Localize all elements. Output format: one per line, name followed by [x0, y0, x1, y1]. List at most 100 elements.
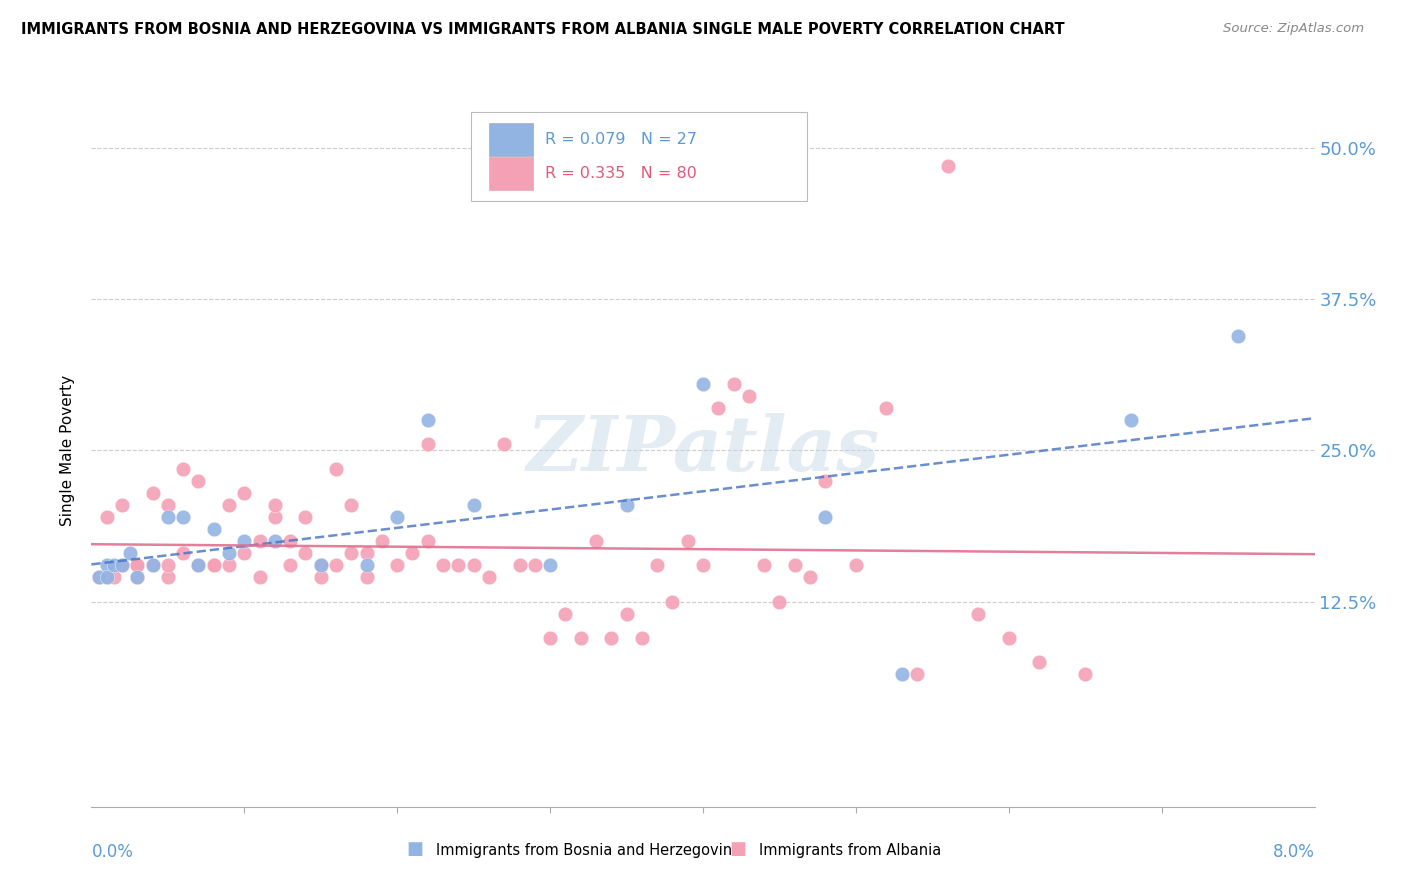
Text: IMMIGRANTS FROM BOSNIA AND HERZEGOVINA VS IMMIGRANTS FROM ALBANIA SINGLE MALE PO: IMMIGRANTS FROM BOSNIA AND HERZEGOVINA V… [21, 22, 1064, 37]
Point [1028, 655, 1050, 669]
Point [1227, 328, 1250, 343]
Point [103, 570, 125, 584]
Point [998, 631, 1021, 645]
Point [707, 401, 730, 416]
Text: R = 0.079   N = 27: R = 0.079 N = 27 [546, 132, 697, 147]
Point [187, 558, 209, 573]
Point [218, 558, 240, 573]
Point [96, 570, 118, 584]
Point [156, 498, 179, 512]
Point [936, 159, 959, 173]
Point [141, 485, 163, 500]
Point [340, 498, 363, 512]
Point [294, 546, 316, 560]
Point [127, 570, 149, 584]
Point [111, 498, 134, 512]
Point [814, 510, 837, 524]
Point [156, 558, 179, 573]
Point [325, 461, 347, 475]
Text: Immigrants from Albania: Immigrants from Albania [759, 843, 942, 858]
Point [202, 522, 225, 536]
Point [127, 570, 149, 584]
Point [494, 437, 516, 451]
Text: ■: ■ [730, 840, 747, 858]
Text: ZIPatlas: ZIPatlas [526, 414, 880, 487]
Point [96, 558, 118, 573]
Point [385, 510, 409, 524]
Point [356, 570, 378, 584]
Point [432, 558, 454, 573]
Point [294, 510, 316, 524]
Point [249, 570, 271, 584]
Point [416, 413, 439, 427]
Point [233, 534, 256, 549]
Text: Immigrants from Bosnia and Herzegovina: Immigrants from Bosnia and Herzegovina [436, 843, 741, 858]
Point [875, 401, 897, 416]
Point [616, 498, 638, 512]
Point [463, 498, 485, 512]
Point [172, 461, 194, 475]
Point [87, 570, 110, 584]
Point [118, 546, 141, 560]
Text: 8.0%: 8.0% [1272, 843, 1315, 861]
FancyBboxPatch shape [489, 157, 533, 190]
Point [523, 558, 546, 573]
Point [538, 631, 561, 645]
Point [172, 546, 194, 560]
Point [278, 534, 301, 549]
Point [202, 558, 225, 573]
Point [264, 498, 287, 512]
Point [371, 534, 394, 549]
Point [340, 546, 363, 560]
Point [111, 558, 134, 573]
Text: ■: ■ [406, 840, 423, 858]
Point [569, 631, 592, 645]
Point [172, 510, 194, 524]
Point [103, 558, 125, 573]
Point [447, 558, 470, 573]
Point [692, 376, 714, 391]
Point [768, 594, 790, 608]
Point [309, 570, 332, 584]
Y-axis label: Single Male Poverty: Single Male Poverty [60, 375, 76, 526]
Point [799, 570, 821, 584]
Point [630, 631, 652, 645]
Point [692, 558, 714, 573]
Point [538, 558, 561, 573]
Point [278, 558, 301, 573]
Point [187, 558, 209, 573]
Point [233, 485, 256, 500]
Point [478, 570, 501, 584]
Point [356, 558, 378, 573]
Point [585, 534, 607, 549]
Point [554, 607, 576, 621]
Point [416, 534, 439, 549]
Point [187, 474, 209, 488]
Point [127, 558, 149, 573]
Point [676, 534, 699, 549]
Point [890, 667, 912, 681]
Point [783, 558, 806, 573]
Point [249, 534, 271, 549]
Point [309, 558, 332, 573]
Point [1121, 413, 1143, 427]
Point [385, 558, 409, 573]
Point [600, 631, 623, 645]
Point [325, 558, 347, 573]
Point [218, 546, 240, 560]
Point [723, 376, 745, 391]
Point [845, 558, 868, 573]
Point [509, 558, 531, 573]
Point [905, 667, 928, 681]
Point [967, 607, 990, 621]
Point [218, 498, 240, 512]
Point [111, 558, 134, 573]
FancyBboxPatch shape [489, 123, 533, 156]
Point [264, 534, 287, 549]
Text: 0.0%: 0.0% [91, 843, 134, 861]
Point [309, 558, 332, 573]
Point [156, 570, 179, 584]
Point [738, 389, 761, 403]
Point [96, 510, 118, 524]
Point [156, 510, 179, 524]
